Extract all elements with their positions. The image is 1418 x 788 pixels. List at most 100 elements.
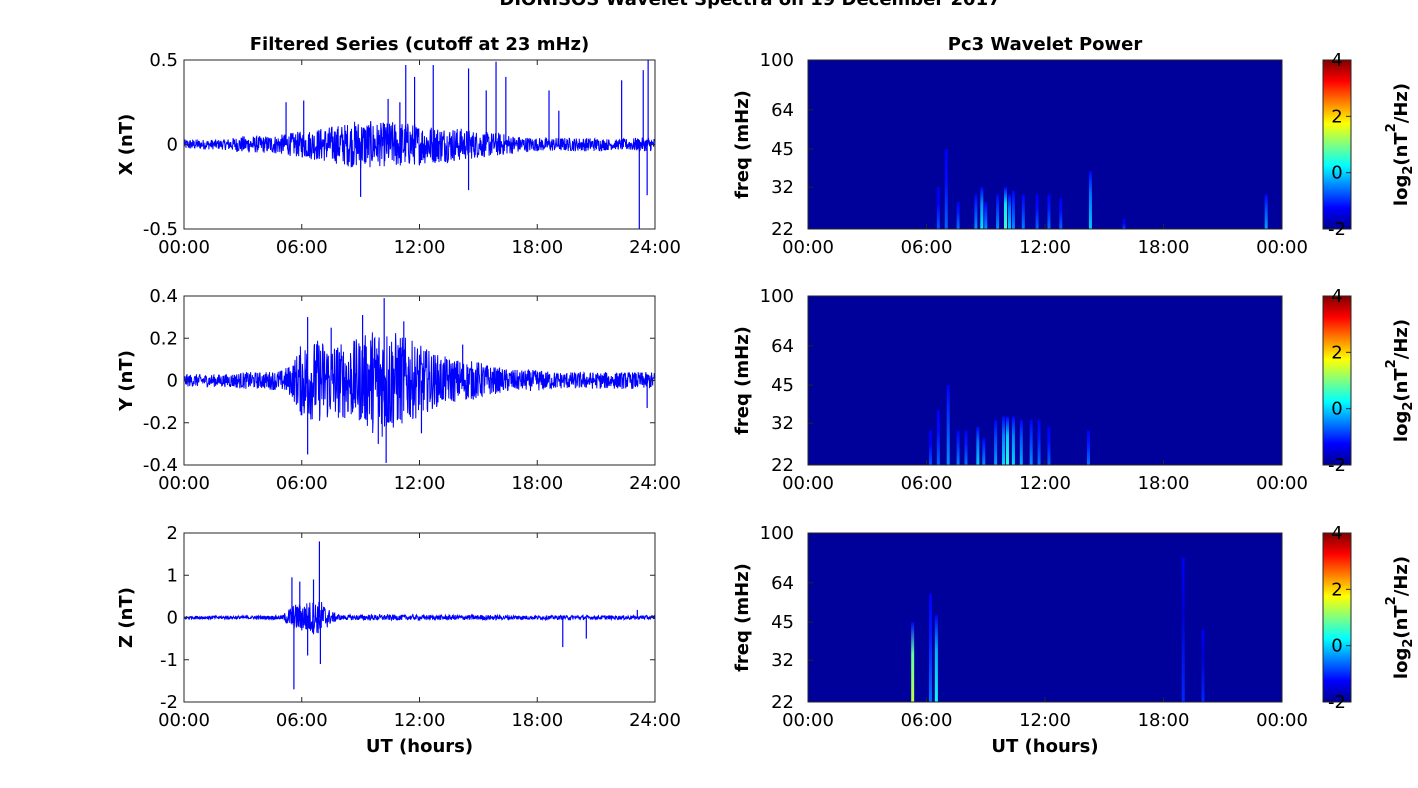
y-tick-label: 100 <box>760 50 794 71</box>
y-tick-label: 22 <box>771 692 794 713</box>
y-tick-label: 0 <box>167 608 178 629</box>
wavelet-background <box>808 533 1282 702</box>
wavelet-streak <box>1005 416 1009 465</box>
wavelet-streak <box>1002 416 1006 465</box>
wavelet-streak <box>974 194 978 229</box>
wavelet-streak <box>976 426 980 465</box>
colorbar-gradient <box>1322 59 1352 230</box>
wavelet-streak <box>1264 194 1268 229</box>
x-tick-label: 06:00 <box>901 710 953 731</box>
wavelet-streak <box>1122 219 1126 229</box>
y-tick-label: 64 <box>771 100 794 121</box>
colorbar-tick-label: 4 <box>1331 286 1342 307</box>
y-tick-label: 45 <box>771 139 794 160</box>
series-trace <box>184 298 655 463</box>
x-tick-label: 24:00 <box>629 473 681 494</box>
wavelet-streak <box>994 419 998 465</box>
series-line <box>184 601 655 635</box>
wavelet-streak <box>1086 430 1090 465</box>
x-tick-label: 00:00 <box>782 473 834 494</box>
colorbar-label-part: /Hz) <box>1391 83 1412 123</box>
colorbar-tick-label: -2 <box>1328 455 1346 476</box>
colorbar-tick-label: 2 <box>1331 106 1342 127</box>
x-tick-label: 18:00 <box>1138 710 1190 731</box>
x-tick-label: 18:00 <box>511 473 563 494</box>
figure-title: DIONISOS Wavelet Spectra on 19 December … <box>499 0 1000 10</box>
wavelet-streak <box>1201 629 1205 702</box>
wavelet-streaks <box>936 149 1268 229</box>
y-tick-label: 1 <box>167 565 178 586</box>
colorbar-tick-label: -2 <box>1328 692 1346 713</box>
y-tick-label: 0.2 <box>149 328 178 349</box>
x-tick-label: 12:00 <box>394 237 446 258</box>
y-axis-label: X (nT) <box>116 114 137 176</box>
y-tick-label: 45 <box>771 612 794 633</box>
wavelet-background <box>808 296 1282 465</box>
colorbar-label-part: /Hz) <box>1391 319 1412 359</box>
x-axis-label: UT (hours) <box>366 736 473 757</box>
y-tick-label: 64 <box>771 336 794 357</box>
colorbar-label-part: log <box>1391 411 1412 442</box>
y-tick-label: -0.2 <box>143 413 178 434</box>
y-tick-label: 0 <box>167 371 178 392</box>
wavelet-streak <box>1047 194 1051 229</box>
colorbar-gradient <box>1322 295 1352 466</box>
colorbar-label-part: log <box>1391 648 1412 679</box>
y-tick-label: 0 <box>167 135 178 156</box>
chart-panel-filtered-x: Filtered Series (cutoff at 23 mHz) 0.5 0 -0… <box>116 34 681 258</box>
chart-panel-filtered-z: 2 1 0 -1 -200:00 06:00 12:00 18:00 24:00 Z (nT) UT… <box>116 523 681 757</box>
x-tick-label: 12:00 <box>1019 237 1071 258</box>
y-axis-label: freq (mHz) <box>732 90 753 199</box>
colorbar-tick-label: 0 <box>1331 636 1342 657</box>
colorbar-tick-label: 2 <box>1331 579 1342 600</box>
x-tick-label: 00:00 <box>158 237 210 258</box>
wavelet-streak <box>956 202 960 229</box>
colorbar-tick-label: 0 <box>1331 399 1342 420</box>
x-tick-label: 18:00 <box>1138 237 1190 258</box>
x-tick-label: 06:00 <box>276 710 328 731</box>
colorbar-label-part: 2 <box>1401 166 1416 175</box>
y-axis-label: freq (mHz) <box>732 326 753 435</box>
wavelet-streak <box>934 614 938 702</box>
wavelet-streak <box>980 187 984 229</box>
x-tick-label: 24:00 <box>629 237 681 258</box>
x-tick-label: 00:00 <box>1256 710 1308 731</box>
x-tick-label: 12:00 <box>394 710 446 731</box>
y-tick-label: 100 <box>760 286 794 307</box>
x-tick-label: 12:00 <box>1019 473 1071 494</box>
colorbar-label-part: 2 <box>1384 123 1399 132</box>
colorbar-label-part: 2 <box>1401 639 1416 648</box>
wavelet-streak <box>1019 419 1023 465</box>
wavelet-streak <box>956 430 960 465</box>
y-tick-label: -1 <box>160 650 178 671</box>
wavelet-streak <box>1037 419 1041 465</box>
wavelet-streak <box>1007 194 1011 229</box>
y-tick-label: 100 <box>760 523 794 544</box>
colorbar-label: log2(nT2/Hz) <box>1384 83 1416 206</box>
colorbar-tick-label: 2 <box>1331 342 1342 363</box>
wavelet-streak <box>936 187 940 229</box>
wavelet-streak <box>928 430 932 465</box>
wavelet-streak <box>982 438 986 465</box>
y-tick-label: 32 <box>771 177 794 198</box>
series-line <box>184 120 655 169</box>
x-tick-label: 18:00 <box>511 237 563 258</box>
y-axis-label: freq (mHz) <box>732 563 753 672</box>
wavelet-streak <box>964 430 968 465</box>
x-tick-label: 12:00 <box>1019 710 1071 731</box>
x-tick-label: 06:00 <box>901 473 953 494</box>
chart-panel-filtered-y: 0.4 0.2 0 -0.2 -0.400:00 06:00 12:00 18:00 24:00… <box>116 286 681 494</box>
wavelet-streak <box>1029 419 1033 465</box>
y-axis-label: Y (nT) <box>116 350 137 412</box>
y-tick-label: 0.4 <box>149 286 178 307</box>
panel-title: Filtered Series (cutoff at 23 mHz) <box>250 34 589 55</box>
wavelet-streak <box>1021 194 1025 229</box>
wavelet-streak <box>946 385 950 465</box>
colorbar: 4 2 0 -2 log2(nT2/Hz) <box>1322 286 1416 476</box>
y-tick-label: -0.5 <box>143 219 178 240</box>
x-axis-label: UT (hours) <box>991 736 1098 757</box>
colorbar-label: log2(nT2/Hz) <box>1384 319 1416 442</box>
